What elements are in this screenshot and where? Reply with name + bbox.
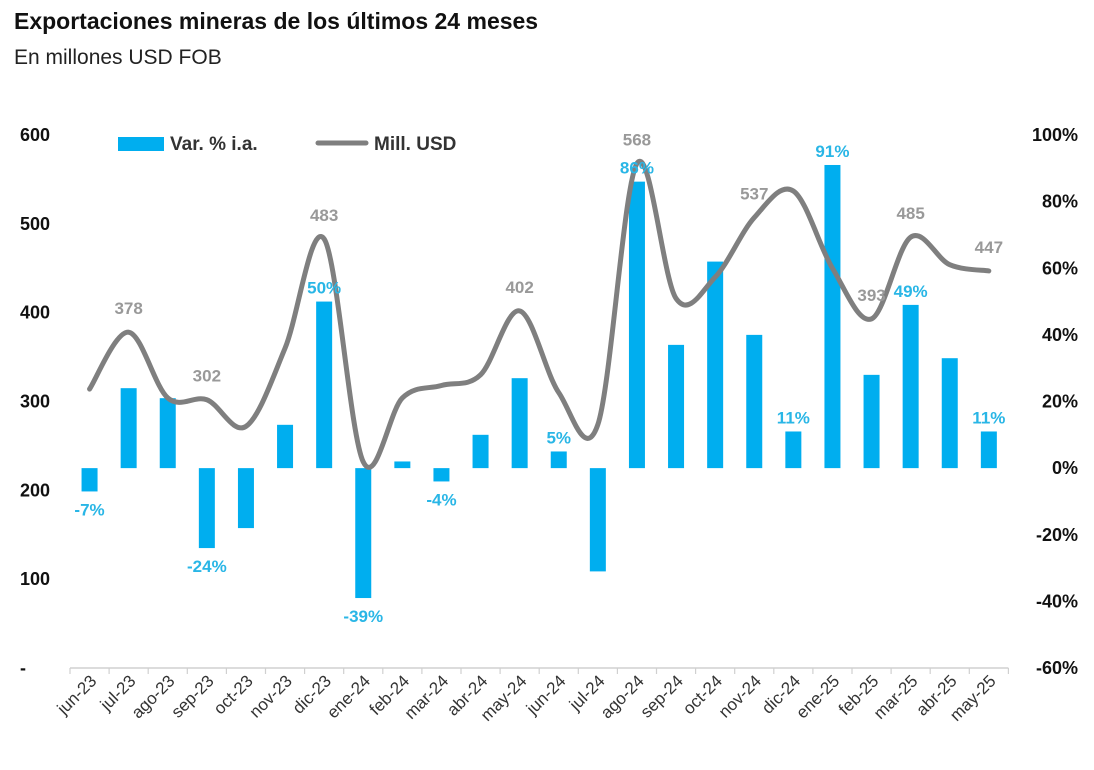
- bar: [277, 424, 294, 469]
- bar-data-label: -7%: [74, 500, 104, 519]
- y-right-tick-label: 40%: [1042, 325, 1078, 345]
- bar: [81, 468, 98, 492]
- y-right-tick-label: -60%: [1036, 658, 1078, 678]
- x-category-label: jun-24: [522, 671, 570, 719]
- bar: [824, 164, 841, 469]
- line-data-label: 302: [193, 367, 221, 386]
- x-category-label: mar-24: [401, 671, 453, 723]
- bar-data-label: -39%: [343, 607, 383, 626]
- legend-label-bar: Var. % i.a.: [170, 134, 258, 155]
- line-data-label: 537: [740, 185, 768, 204]
- y-left-tick-label: 400: [20, 303, 50, 323]
- line-data-label: 485: [896, 204, 924, 223]
- bar-data-label: 50%: [307, 279, 341, 298]
- legend-swatch-bar: [118, 137, 164, 151]
- y-right-tick-label: 60%: [1042, 258, 1078, 278]
- bar: [159, 398, 176, 469]
- bar: [589, 468, 606, 572]
- bar: [237, 468, 254, 529]
- bar: [472, 434, 489, 469]
- x-category-label: ago-24: [597, 671, 648, 722]
- line-data-label: 393: [857, 286, 885, 305]
- bar: [707, 261, 724, 469]
- bar-data-label: 5%: [546, 428, 571, 447]
- bar: [316, 301, 333, 469]
- bar: [433, 468, 450, 482]
- y-right-tick-label: 20%: [1042, 392, 1078, 412]
- bar: [550, 451, 567, 469]
- line-data-label: 483: [310, 206, 338, 225]
- y-right-tick-label: -40%: [1036, 591, 1078, 611]
- y-left-tick-label: 600: [20, 125, 50, 145]
- bar: [785, 431, 802, 469]
- bar: [902, 304, 919, 469]
- bar: [511, 378, 528, 469]
- y-left-tick-label: 100: [20, 569, 50, 589]
- x-category-label: sep-23: [167, 671, 217, 721]
- y-left-tick-label: 200: [20, 480, 50, 500]
- bar: [941, 358, 958, 469]
- x-category-label: sep-24: [637, 671, 687, 721]
- x-category-label: nov-24: [715, 671, 765, 721]
- chart-subtitle: En millones USD FOB: [14, 46, 222, 69]
- y-right-tick-label: 100%: [1032, 125, 1078, 145]
- y-left-tick-label: 300: [20, 392, 50, 412]
- line-data-label: 378: [114, 299, 142, 318]
- y-right-tick-label: 80%: [1042, 192, 1078, 212]
- y-left-tick-label: 500: [20, 214, 50, 234]
- bar-data-label: -4%: [426, 490, 456, 509]
- bar-data-label: 11%: [972, 408, 1005, 427]
- bar: [863, 374, 880, 469]
- bar: [628, 181, 645, 469]
- bar: [668, 344, 685, 469]
- x-category-label: mar-25: [870, 671, 922, 723]
- line-data-label: 568: [623, 130, 651, 149]
- bar: [355, 468, 372, 599]
- bar: [746, 334, 763, 469]
- bar: [980, 431, 997, 469]
- line-data-label: 402: [505, 278, 533, 297]
- bar: [394, 461, 411, 469]
- bar: [198, 468, 215, 549]
- bar-data-label: 49%: [894, 282, 928, 301]
- y-right-tick-label: -20%: [1036, 525, 1078, 545]
- series-line-mill-usd: [87, 158, 992, 470]
- bar-data-label: -24%: [187, 557, 227, 576]
- bar-data-label: 86%: [620, 159, 654, 178]
- x-category-label: nov-23: [246, 671, 296, 721]
- bar: [120, 388, 137, 469]
- line-data-label: 447: [975, 238, 1003, 257]
- bar-data-label: 91%: [815, 142, 849, 161]
- chart-title: Exportaciones mineras de los últimos 24 …: [14, 8, 539, 34]
- y-left-tick-label: -: [20, 658, 26, 678]
- x-category-label: ene-25: [792, 671, 843, 722]
- x-category-label: ene-24: [323, 671, 374, 722]
- x-category-label: ago-23: [128, 671, 179, 722]
- y-right-tick-label: 0%: [1052, 458, 1078, 478]
- bar-data-label: 11%: [777, 408, 810, 427]
- legend-label-line: Mill. USD: [374, 134, 456, 155]
- x-category-label: jun-23: [53, 671, 101, 719]
